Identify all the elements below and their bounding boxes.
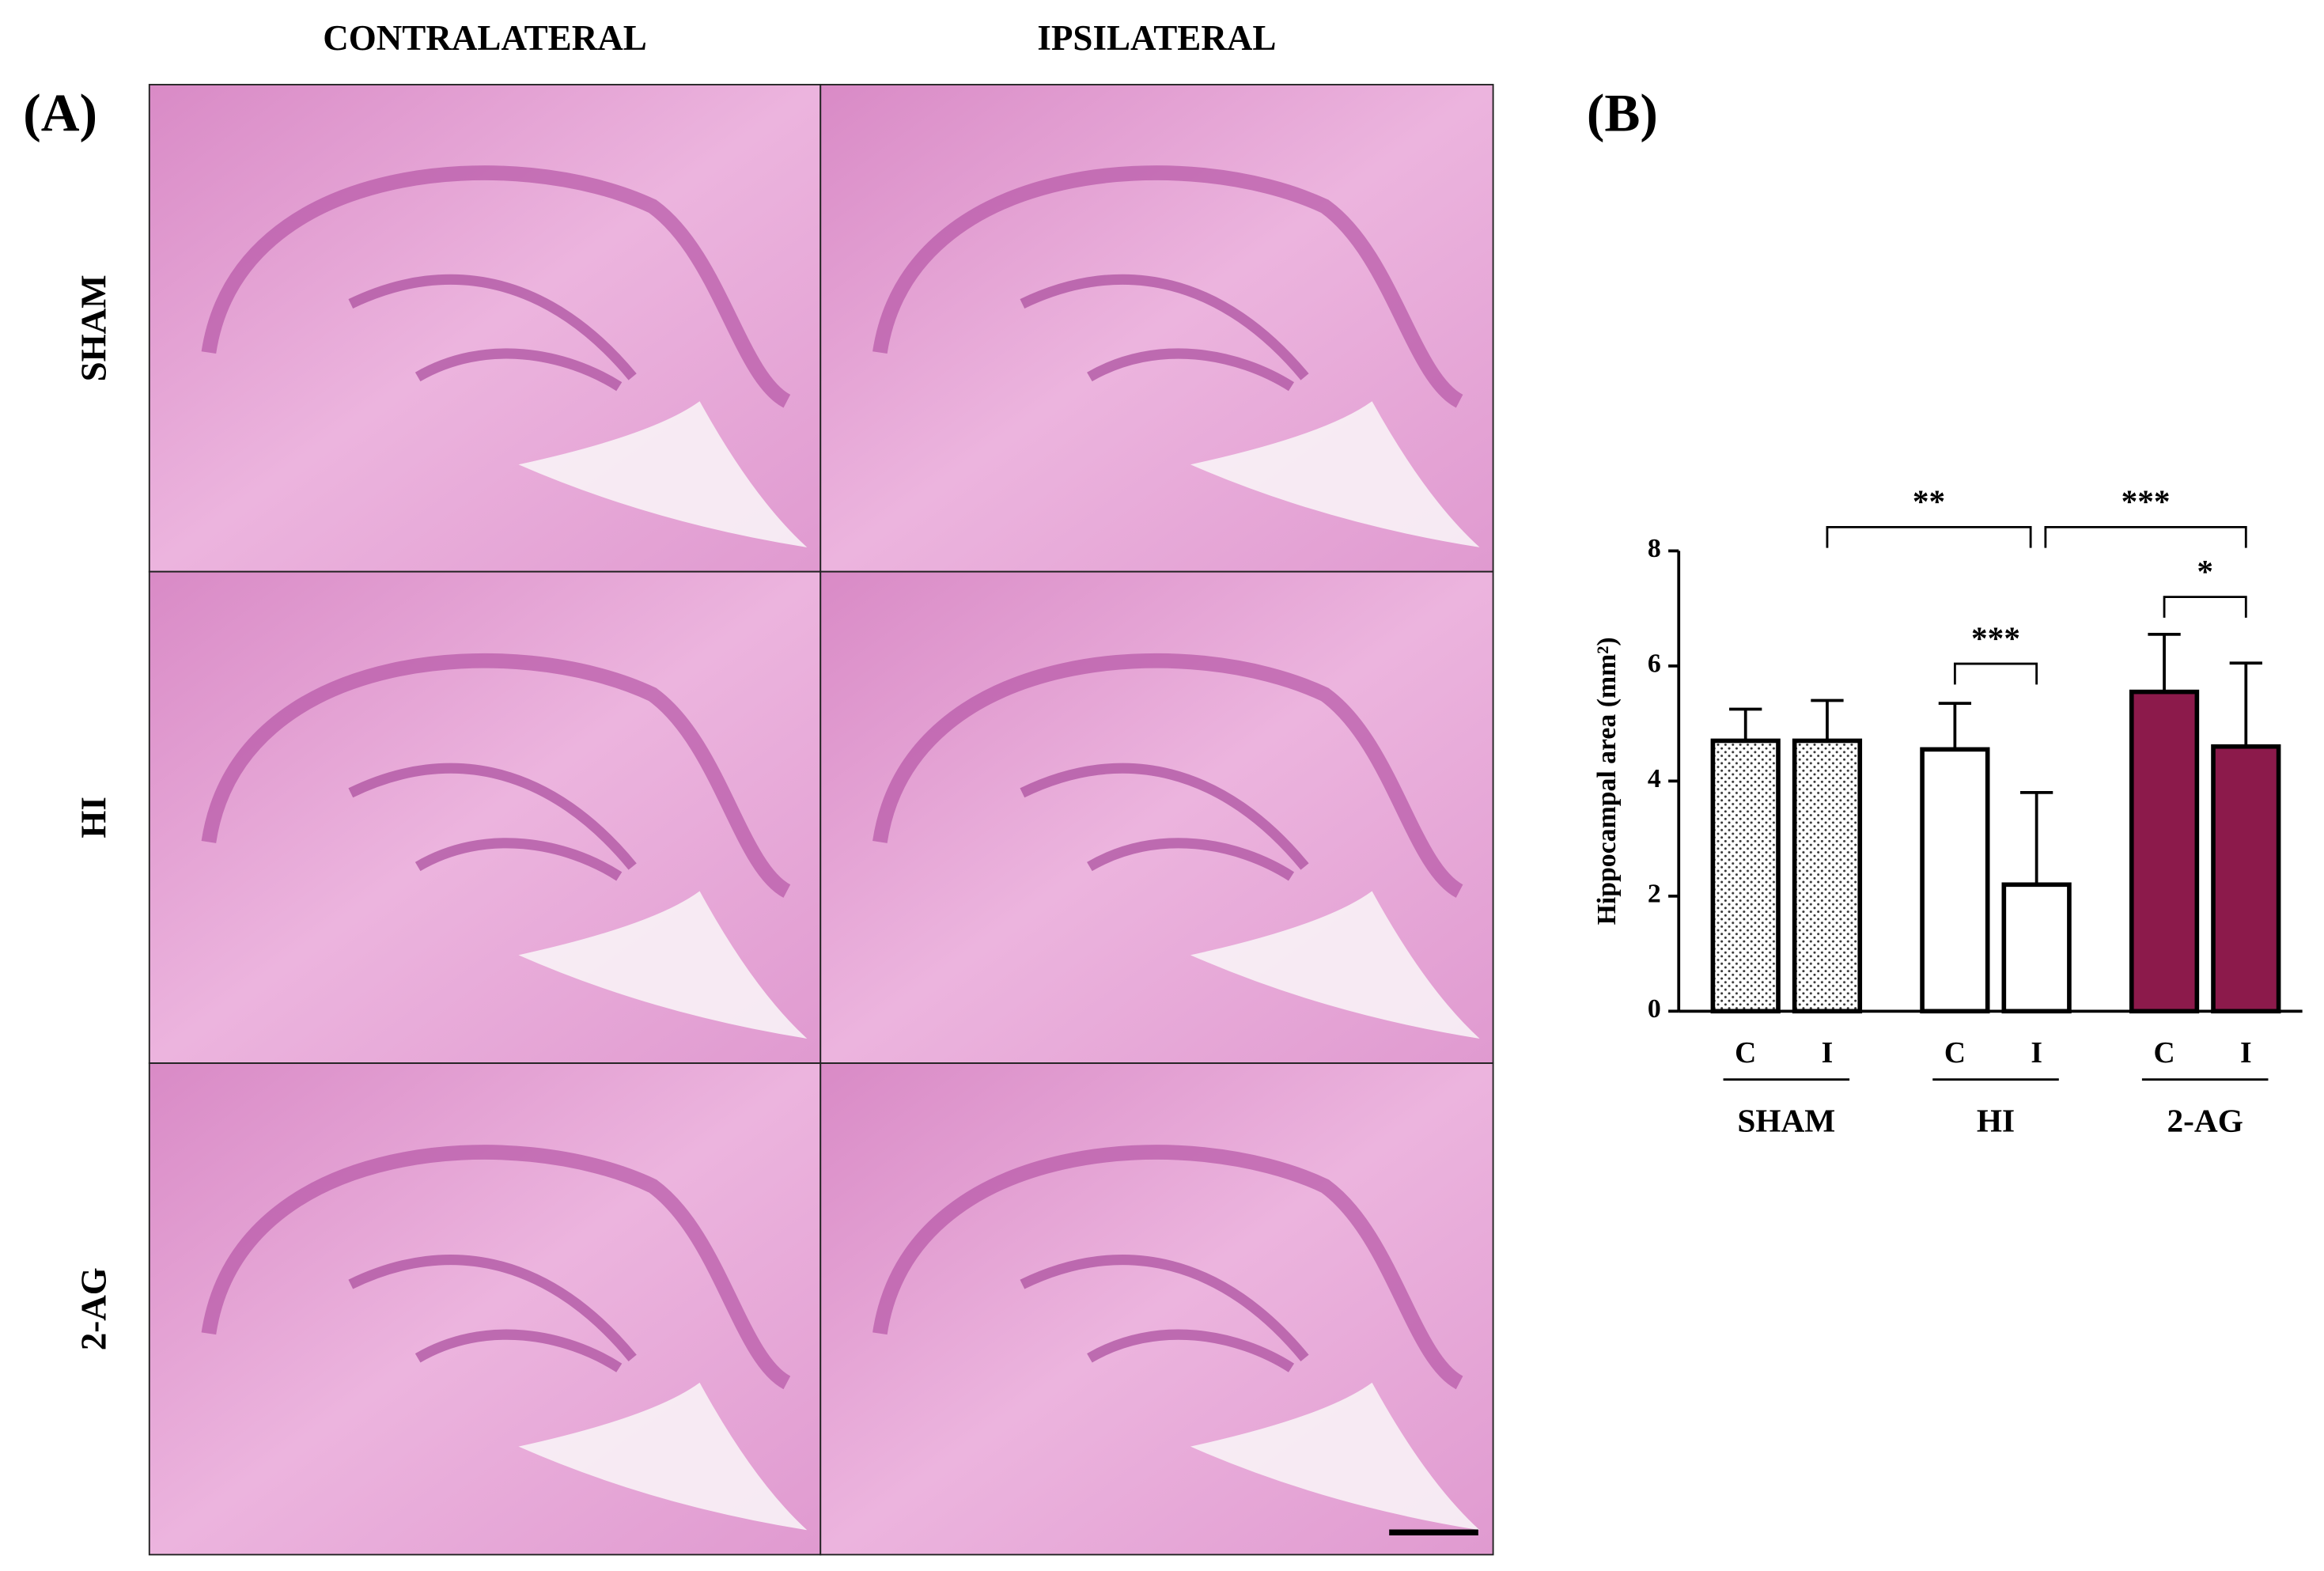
histology-image	[819, 1062, 1494, 1556]
histology-image	[148, 84, 822, 573]
cell-layer	[201, 1145, 791, 1390]
cell-layer	[201, 165, 791, 408]
column-header: IPSILATERAL	[1037, 18, 1276, 58]
group-label: 2-AG	[2167, 1102, 2243, 1138]
significance-bracket	[2044, 525, 2247, 548]
dentate-gyrus	[348, 274, 637, 392]
group-label: HI	[1977, 1102, 2015, 1138]
x-tick-label: I	[2031, 1037, 2042, 1069]
ventricle	[518, 891, 808, 1039]
bar	[1920, 747, 1990, 1014]
column-header: CONTRALATERAL	[323, 18, 647, 58]
dentate-gyrus	[348, 763, 637, 881]
x-tick-label: I	[2240, 1037, 2252, 1069]
ventricle	[1190, 891, 1480, 1039]
bar	[2211, 744, 2281, 1014]
ventricle	[1190, 401, 1480, 547]
row-label: SHAM	[74, 274, 113, 381]
significance-bracket	[1953, 662, 2038, 685]
bar	[1792, 738, 1863, 1014]
panel-label: (B)	[1587, 84, 1658, 143]
bar	[2001, 882, 2072, 1014]
bar-chart: 0 2 4 6 8 Hippocampal area (mm²) C I C I C I SHAM HI 2…	[1592, 483, 2303, 1138]
y-tick-label: 2	[1648, 880, 1661, 909]
y-tick-label: 0	[1648, 994, 1661, 1024]
histology-image	[819, 84, 1494, 573]
dentate-gyrus	[348, 1254, 637, 1372]
histology-image	[819, 570, 1494, 1064]
significance-bracket	[2163, 596, 2247, 618]
bar	[2129, 689, 2200, 1014]
row-label: HI	[74, 797, 113, 838]
histology-grid: CONTRALATERAL IPSILATERAL SHAM HI 2-AG	[74, 18, 1494, 1556]
dentate-gyrus	[1020, 274, 1309, 392]
cell-layer	[201, 653, 791, 898]
histology-image	[148, 570, 822, 1064]
x-tick-label: I	[1822, 1037, 1834, 1069]
x-tick-label: C	[1735, 1037, 1756, 1069]
significance-bracket	[1826, 525, 2032, 548]
histology-image	[148, 1062, 822, 1556]
bar	[1710, 738, 1781, 1014]
x-tick-label: C	[1944, 1037, 1966, 1069]
significance-label: ***	[2122, 483, 2171, 520]
dentate-gyrus	[1020, 763, 1309, 881]
y-tick-label: 4	[1648, 764, 1661, 793]
ventricle	[518, 1382, 808, 1531]
ventricle	[518, 401, 808, 547]
cell-layer	[872, 165, 1463, 408]
panel-label: (A)	[23, 84, 97, 143]
significance-label: ***	[1971, 619, 2020, 656]
significance-label: *	[2197, 553, 2213, 589]
x-tick-label: C	[2154, 1037, 2175, 1069]
row-label: 2-AG	[74, 1267, 113, 1350]
significance-label: **	[1913, 483, 1945, 520]
group-label: SHAM	[1737, 1102, 1835, 1138]
cell-layer	[872, 1145, 1464, 1390]
cell-layer	[872, 653, 1464, 898]
y-axis-title: Hippocampal area (mm²)	[1592, 637, 1622, 925]
y-tick-label: 6	[1648, 649, 1661, 679]
y-tick-label: 8	[1648, 534, 1661, 563]
ventricle	[1190, 1382, 1480, 1531]
dentate-gyrus	[1020, 1254, 1309, 1372]
